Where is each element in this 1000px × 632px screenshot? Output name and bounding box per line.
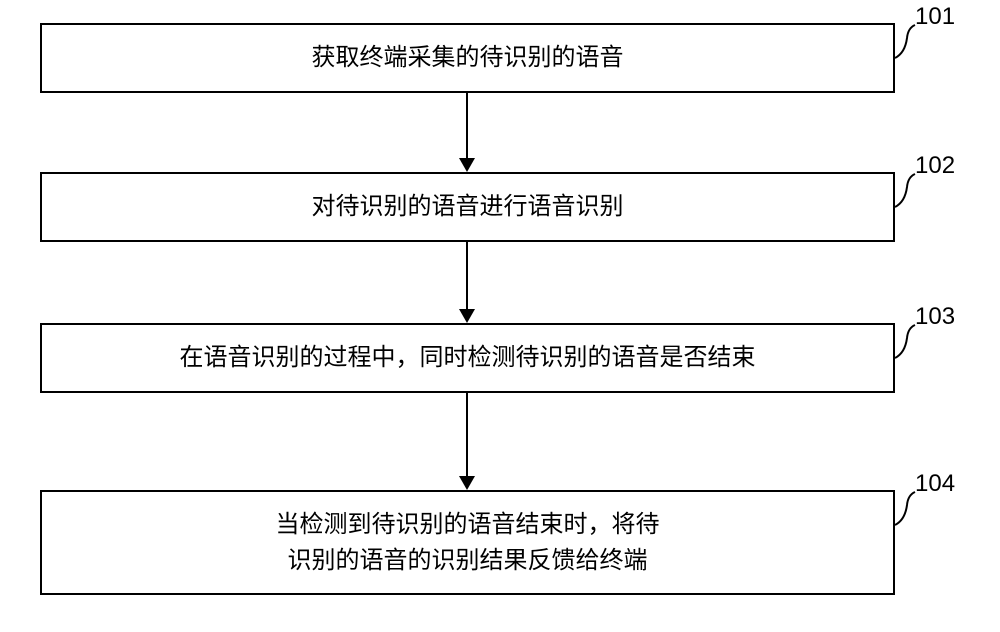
- step-text-103: 在语音识别的过程中，同时检测待识别的语音是否结束: [180, 340, 756, 376]
- step-box-101: 获取终端采集的待识别的语音: [40, 23, 895, 93]
- arrow-head-3: [459, 476, 475, 490]
- arrow-line-3: [466, 393, 468, 478]
- arrow-head-2: [459, 309, 475, 323]
- step-text-102: 对待识别的语音进行语音识别: [312, 189, 624, 225]
- flowchart-container: 获取终端采集的待识别的语音 101 对待识别的语音进行语音识别 102 在语音识…: [0, 0, 1000, 632]
- step-label-103: 103: [915, 303, 955, 331]
- step-text-104: 当检测到待识别的语音结束时，将待 识别的语音的识别结果反馈给终端: [276, 507, 660, 579]
- arrow-head-1: [459, 158, 475, 172]
- step-box-104: 当检测到待识别的语音结束时，将待 识别的语音的识别结果反馈给终端: [40, 490, 895, 595]
- arrow-line-1: [466, 93, 468, 160]
- step-label-101: 101: [915, 3, 955, 31]
- step-box-103: 在语音识别的过程中，同时检测待识别的语音是否结束: [40, 323, 895, 393]
- step-label-102: 102: [915, 152, 955, 180]
- step-label-104: 104: [915, 470, 955, 498]
- step-text-101: 获取终端采集的待识别的语音: [312, 40, 624, 76]
- step-box-102: 对待识别的语音进行语音识别: [40, 172, 895, 242]
- arrow-line-2: [466, 242, 468, 311]
